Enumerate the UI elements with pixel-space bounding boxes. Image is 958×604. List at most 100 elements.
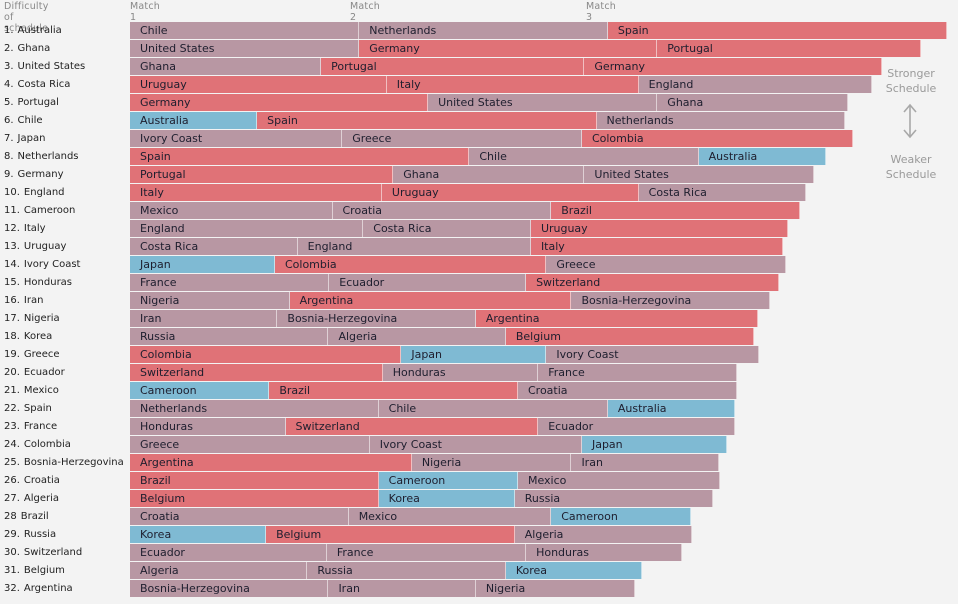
team-label: 6. Chile: [4, 112, 43, 130]
opponent-label: Bosnia-Herzegovina: [287, 312, 398, 325]
opponent-label: Greece: [556, 258, 596, 271]
team-label: 24. Colombia: [4, 436, 71, 454]
team-name: Portugal: [17, 97, 59, 108]
opponent-label: Japan: [591, 438, 623, 451]
team-name: Greece: [23, 349, 60, 360]
opponent-label: Korea: [515, 564, 548, 577]
team-rank: 21.: [4, 385, 20, 396]
team-label: 17. Nigeria: [4, 310, 60, 328]
team-label: 10. England: [4, 184, 65, 202]
bar-segment-match-1: Iran: [130, 310, 278, 327]
match-1-header: Match 1: [130, 1, 160, 23]
opponent-label: Portugal: [331, 60, 377, 73]
bar-segment-match-1: Bosnia-Herzegovina: [130, 580, 329, 597]
match-3-header: Match 3: [586, 1, 616, 23]
opponent-label: Germany: [594, 60, 645, 73]
opponent-label: Korea: [140, 528, 172, 541]
team-label: 5. Portugal: [4, 94, 59, 112]
team-name: Chile: [17, 115, 43, 126]
bar-segment-match-2: United States: [428, 94, 658, 111]
team-label: 25. Bosnia-Herzegovina: [4, 454, 124, 472]
team-rank: 31.: [4, 565, 20, 576]
team-name: Uruguay: [23, 241, 67, 252]
team-name: Honduras: [23, 277, 73, 288]
team-name: Korea: [23, 331, 53, 342]
opponent-label: Colombia: [284, 258, 337, 271]
bar-segment-match-1: Nigeria: [130, 292, 290, 309]
opponent-label: Australia: [140, 114, 189, 127]
bar-segment-match-2: Iran: [328, 580, 476, 597]
bar-segment-match-2: Switzerland: [285, 418, 539, 435]
opponent-label: Argentina: [299, 294, 354, 307]
bar-segment-match-3: Argentina: [475, 310, 758, 327]
opponent-label: Cameroon: [561, 510, 618, 523]
team-name: Japan: [17, 133, 46, 144]
team-label: 16. Iran: [4, 292, 43, 310]
opponent-label: United States: [438, 96, 513, 109]
team-rank: 5.: [4, 97, 14, 108]
opponent-label: Russia: [317, 564, 353, 577]
opponent-label: Ecuador: [140, 546, 185, 559]
opponent-label: Korea: [388, 492, 420, 505]
team-label: 30. Switzerland: [4, 544, 82, 562]
team-rank: 20.: [4, 367, 20, 378]
bar-segment-match-3: Colombia: [581, 130, 854, 147]
bar-segment-match-3: Algeria: [514, 526, 693, 543]
bar-segment-match-3: Belgium: [505, 328, 755, 345]
bar-segment-match-1: Netherlands: [130, 400, 379, 417]
team-name: Costa Rica: [17, 79, 71, 90]
opponent-label: Iran: [581, 456, 603, 469]
bar-segment-match-1: Belgium: [130, 490, 379, 507]
bar-segment-match-2: Germany: [359, 40, 658, 57]
stronger-line-1: Stronger: [887, 67, 935, 80]
team-rank: 29.: [4, 529, 20, 540]
team-rank: 13.: [4, 241, 20, 252]
opponent-label: Costa Rica: [648, 186, 707, 199]
team-label: 4. Costa Rica: [4, 76, 70, 94]
team-label: 22. Spain: [4, 400, 52, 418]
team-label: 32. Argentina: [4, 580, 73, 598]
opponent-label: Ivory Coast: [140, 132, 203, 145]
bar-segment-match-3: Australia: [607, 400, 736, 417]
opponent-label: Japan: [411, 348, 443, 361]
bar-segment-match-3: Germany: [584, 58, 883, 75]
difficulty-header: Difficulty of schedule: [4, 1, 49, 34]
opponent-label: Croatia: [140, 510, 180, 523]
opponent-label: Belgium: [276, 528, 322, 541]
team-label: 31. Belgium: [4, 562, 65, 580]
bar-segment-match-3: Russia: [514, 490, 714, 507]
bar-segment-match-2: Ghana: [393, 166, 585, 183]
team-name: Netherlands: [17, 151, 79, 162]
team-rank: 23.: [4, 421, 20, 432]
bar-segment-match-2: Brazil: [269, 382, 518, 399]
team-label: 20. Ecuador: [4, 364, 65, 382]
bar-segment-match-1: Mexico: [130, 202, 333, 219]
bar-segment-match-3: Brazil: [551, 202, 800, 219]
bar-segment-match-1: Spain: [130, 148, 470, 165]
opponent-label: Ghana: [140, 60, 176, 73]
weaker-schedule-label: Weaker Schedule: [878, 152, 944, 182]
opponent-label: Algeria: [140, 564, 179, 577]
bar-segment-match-1: United States: [130, 40, 360, 57]
team-label: 18. Korea: [4, 328, 52, 346]
team-name: United States: [17, 61, 86, 72]
opponent-label: Honduras: [140, 420, 193, 433]
team-name: Colombia: [23, 439, 71, 450]
opponent-label: Netherlands: [140, 402, 208, 415]
opponent-label: Italy: [140, 186, 164, 199]
team-rank: 7.: [4, 133, 14, 144]
bar-segment-match-1: Russia: [130, 328, 329, 345]
bar-segment-match-2: Croatia: [332, 202, 552, 219]
team-label: 21. Mexico: [4, 382, 59, 400]
bar-segment-match-2: England: [297, 238, 531, 255]
opponent-label: Netherlands: [606, 114, 674, 127]
opponent-label: Mexico: [140, 204, 179, 217]
opponent-label: Spain: [140, 150, 171, 163]
bar-segment-match-3: Australia: [698, 148, 826, 165]
team-rank: 24.: [4, 439, 20, 450]
opponent-label: Portugal: [667, 42, 713, 55]
bar-segment-match-2: Colombia: [274, 256, 547, 273]
bar-segment-match-3: Cameroon: [551, 508, 691, 525]
team-name: Bosnia-Herzegovina: [23, 457, 124, 468]
bar-segment-match-1: Algeria: [130, 562, 308, 579]
